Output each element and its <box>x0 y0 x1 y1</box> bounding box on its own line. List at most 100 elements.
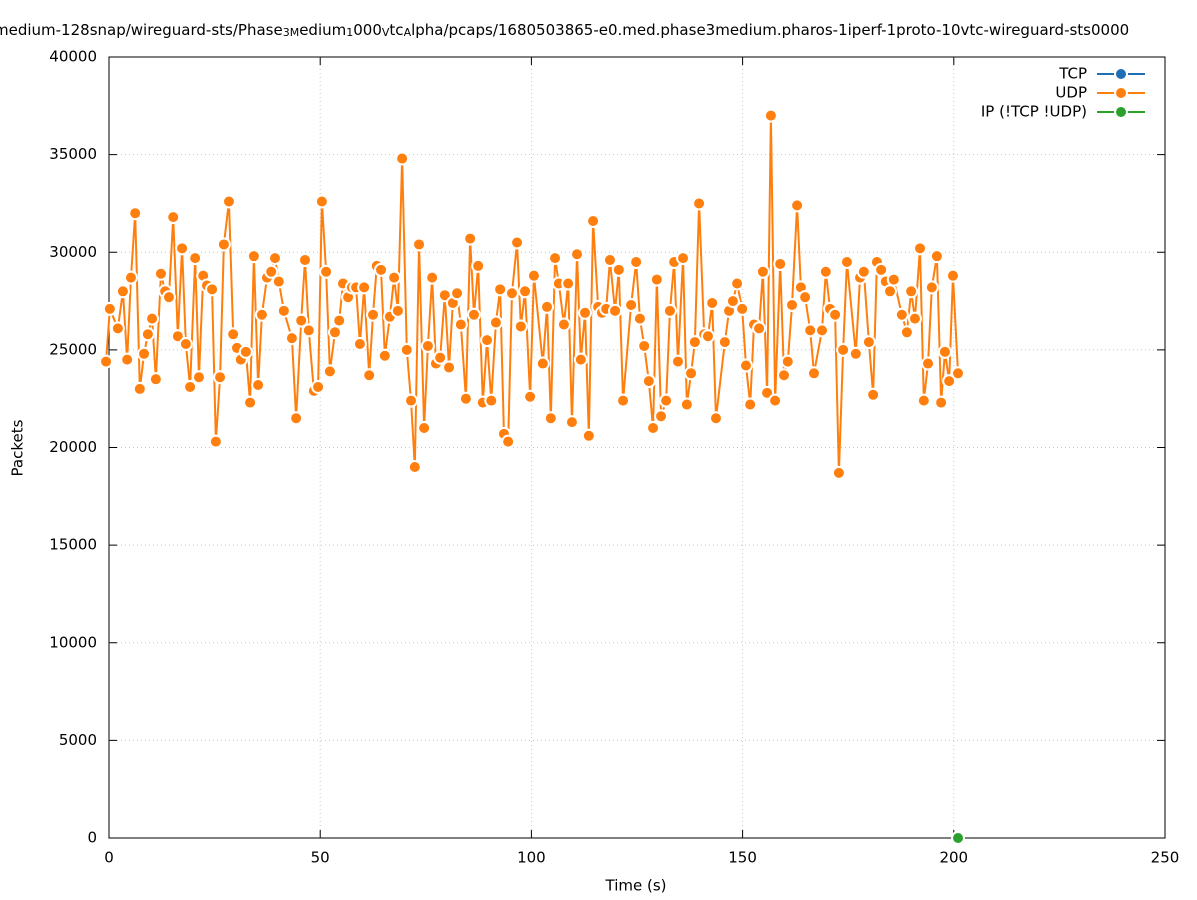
data-point <box>284 331 299 346</box>
title-part: lpha/pcaps/1680503865-e0.med.phase3mediu… <box>411 21 1129 39</box>
data-point <box>161 290 176 305</box>
data-point <box>243 395 258 410</box>
data-point <box>191 370 206 385</box>
data-point <box>942 374 957 389</box>
data-point <box>828 307 843 322</box>
data-point <box>907 311 922 326</box>
data-point <box>268 251 283 266</box>
legend-label: UDP <box>1055 84 1087 102</box>
data-point <box>916 393 931 408</box>
x-tick-label: 100 <box>517 849 546 867</box>
data-point <box>110 321 125 336</box>
title-subscript: V <box>382 26 390 39</box>
data-point <box>366 307 380 322</box>
data-point <box>327 325 342 340</box>
data-point <box>148 372 163 387</box>
x-tick-label: 50 <box>311 849 330 867</box>
title-subscript: 3M <box>283 26 300 39</box>
data-point <box>319 264 334 279</box>
data-point <box>504 286 519 301</box>
data-point <box>776 368 791 383</box>
data-point <box>929 249 944 264</box>
data-point <box>763 108 778 123</box>
data-point <box>951 366 966 381</box>
data-point <box>480 333 495 348</box>
data-point <box>102 301 117 316</box>
data-point <box>213 370 228 385</box>
data-point <box>899 325 914 340</box>
data-point <box>254 307 269 322</box>
data-point <box>289 411 304 426</box>
data-point <box>433 350 448 365</box>
data-point <box>735 301 750 316</box>
data-point <box>417 420 432 435</box>
data-point <box>883 284 898 299</box>
chart-title: medium-128snap/wireguard-sts/Phase3Mediu… <box>0 21 1129 40</box>
title-subscript: 1 <box>346 26 353 39</box>
data-point <box>120 352 135 367</box>
data-point <box>848 346 863 361</box>
data-point <box>708 411 723 426</box>
data-point <box>271 274 286 289</box>
data-point <box>535 356 550 371</box>
data-point <box>188 251 203 266</box>
data-point <box>937 344 952 359</box>
data-point <box>399 342 414 357</box>
data-point <box>523 389 538 404</box>
data-point <box>183 379 198 394</box>
data-point <box>738 358 753 373</box>
data-point <box>221 194 236 209</box>
data-point <box>466 307 481 322</box>
data-point <box>641 374 656 389</box>
data-point <box>501 434 516 449</box>
data-point <box>425 270 440 285</box>
data-point <box>705 296 720 311</box>
data-point <box>649 272 664 287</box>
data-point <box>570 247 585 262</box>
x-tick-label: 250 <box>1151 849 1180 867</box>
x-tick-label: 200 <box>939 849 968 867</box>
data-point <box>624 297 639 312</box>
data-point <box>687 335 702 350</box>
data-point <box>140 327 155 342</box>
data-point <box>831 465 846 480</box>
y-tick-label: 25000 <box>49 340 97 358</box>
data-point <box>945 268 960 283</box>
data-point <box>458 391 473 406</box>
data-point <box>894 307 909 322</box>
data-point <box>586 214 601 229</box>
data-point <box>246 249 261 264</box>
data-point <box>357 280 372 295</box>
data-point <box>518 284 533 299</box>
data-point <box>780 354 795 369</box>
data-point <box>488 315 503 330</box>
data-point <box>145 311 160 326</box>
data-point <box>684 366 699 381</box>
title-part: edium <box>299 21 346 39</box>
data-point <box>839 255 854 270</box>
data-point <box>513 319 528 334</box>
data-point <box>453 317 468 332</box>
data-point <box>924 280 939 295</box>
data-point <box>818 264 833 279</box>
data-point <box>390 303 405 318</box>
data-point <box>662 303 677 318</box>
title-part: tc <box>389 21 403 39</box>
data-point <box>99 354 114 369</box>
data-point <box>377 348 392 363</box>
data-point <box>581 428 596 443</box>
title-part: 000 <box>353 21 382 39</box>
data-point <box>463 231 478 246</box>
series-line <box>105 115 960 473</box>
data-point <box>175 241 190 256</box>
data-point <box>637 338 652 353</box>
data-point <box>874 262 889 277</box>
legend-label: IP (!TCP !UDP) <box>981 103 1087 121</box>
data-point <box>238 344 253 359</box>
data-point <box>205 282 220 297</box>
data-point <box>951 831 966 845</box>
data-point <box>602 253 617 268</box>
data-point <box>128 206 143 221</box>
y-tick-label: 30000 <box>49 243 97 261</box>
